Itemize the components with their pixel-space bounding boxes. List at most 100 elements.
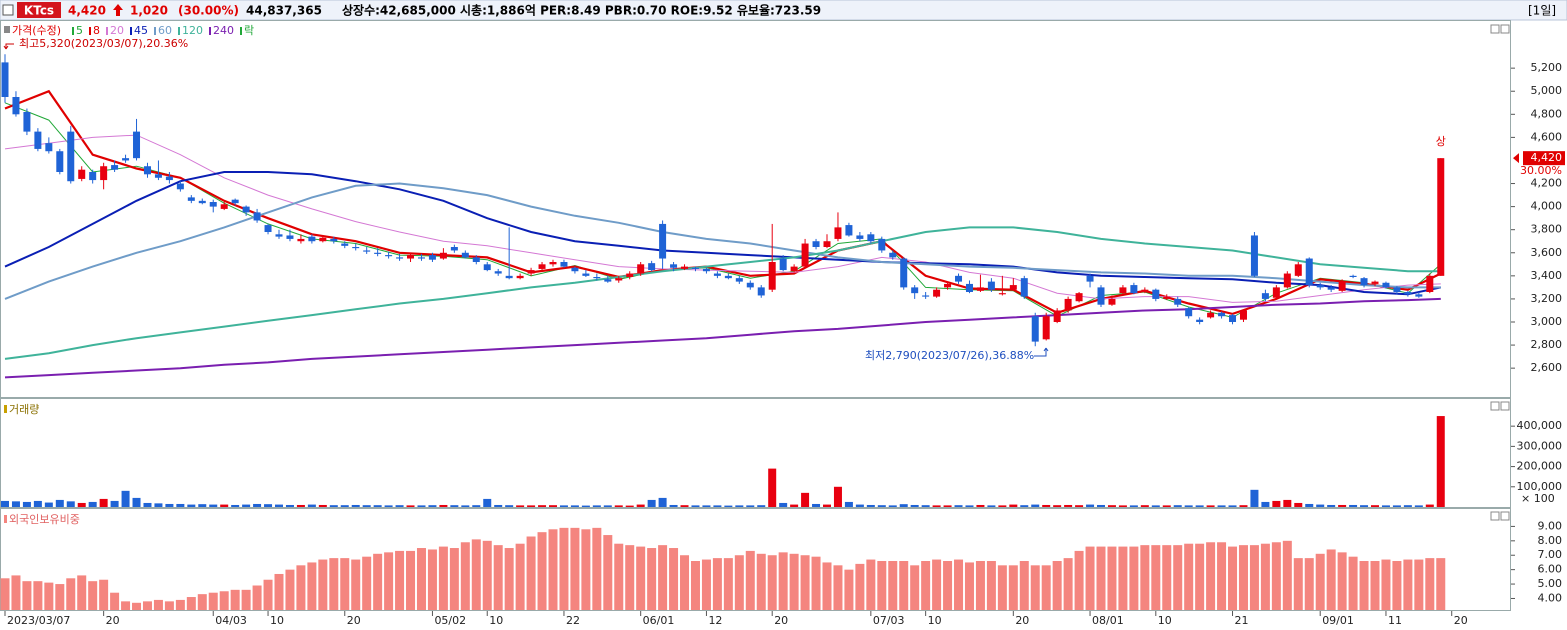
panel-button[interactable]	[1500, 511, 1510, 521]
volume-bar	[1053, 505, 1062, 507]
volume-bar	[1118, 505, 1127, 507]
foreign-ratio-bar	[1184, 543, 1194, 610]
high-label: 최고5,320(2023/03/07),20.36%	[19, 37, 188, 50]
candle-body	[889, 252, 897, 258]
volume-bar	[954, 505, 963, 507]
foreign-ratio-bar	[208, 592, 218, 610]
checkbox[interactable]	[2, 4, 14, 16]
panel-button[interactable]	[1500, 401, 1510, 411]
candle-body	[133, 131, 141, 159]
foreign-ratio-bar	[734, 555, 744, 610]
volume-bar	[680, 505, 689, 507]
candle-body	[1239, 310, 1247, 320]
foreign-ratio-bar	[197, 594, 207, 610]
volume-bar	[888, 505, 897, 507]
candle-body	[363, 250, 371, 252]
foreign-ratio-bar	[1206, 542, 1216, 610]
candle-body	[768, 262, 776, 290]
candle-body	[878, 238, 886, 251]
moving-average-line	[4, 134, 1441, 303]
volume-panel	[0, 398, 1511, 508]
volume-bar	[1403, 505, 1412, 507]
foreign-ratio-bar	[723, 558, 733, 610]
foreign-ratio-bar	[241, 589, 251, 610]
foreign-ratio-bar	[1260, 543, 1270, 610]
volume-bar	[329, 505, 338, 507]
volume-bar	[33, 500, 42, 507]
volume-bar	[384, 505, 393, 507]
period[interactable]: [1일]	[1528, 4, 1556, 18]
panel-button[interactable]	[1490, 24, 1500, 34]
candle-body	[1108, 298, 1116, 305]
panel-buttons	[1490, 24, 1510, 521]
candle-body	[1064, 298, 1072, 311]
volume-bar	[1129, 505, 1138, 507]
y-tick-label: 6.00	[1538, 563, 1563, 576]
x-tick-label: 10	[1158, 614, 1172, 627]
volume-bar	[77, 502, 86, 507]
volume-bar	[132, 497, 141, 507]
volume-bar	[406, 505, 415, 507]
volume-bar	[494, 504, 503, 507]
candle-body	[439, 252, 447, 259]
foreign-ratio-bar	[1293, 558, 1303, 610]
panel-button[interactable]	[1490, 401, 1500, 411]
foreign-ratio-bar	[1118, 546, 1128, 610]
foreign-ratio-bar	[1162, 545, 1172, 610]
volume-bar	[538, 505, 547, 507]
volume: 44,837,365	[246, 4, 322, 18]
candle-body	[220, 204, 228, 209]
volume-bar	[428, 505, 437, 507]
candle-body	[253, 212, 261, 221]
candle-body	[1196, 319, 1204, 322]
panel-button[interactable]	[1490, 511, 1500, 521]
legend-swatch	[209, 27, 211, 35]
volume-bar	[417, 505, 426, 507]
candle-body	[1294, 264, 1302, 276]
foreign-ratio-bar	[515, 543, 525, 610]
foreign-ratio-bar	[975, 561, 985, 610]
volume-bar	[351, 504, 360, 507]
candle-body	[352, 247, 360, 249]
volume-bar	[570, 505, 579, 507]
candle-body	[264, 225, 272, 232]
candle-body	[1009, 285, 1017, 290]
volume-bar	[154, 503, 163, 507]
foreign-ratio-bar	[427, 549, 437, 610]
y-tick-label: 4.00	[1538, 591, 1563, 604]
price-pointer	[1513, 153, 1519, 164]
volume-bar	[757, 505, 766, 507]
candle-body	[746, 282, 754, 288]
volume-bar	[855, 504, 864, 507]
volume-bar	[1162, 505, 1171, 507]
candle-body	[461, 252, 469, 258]
candle-body	[330, 238, 338, 242]
candle-body	[45, 143, 53, 152]
moving-average-line	[4, 182, 1441, 300]
panel-button[interactable]	[1500, 24, 1510, 34]
legend-label: 60	[158, 24, 172, 37]
volume-bar	[11, 501, 20, 507]
foreign-ratio-bar	[943, 561, 953, 610]
foreign-ratio-bar	[1173, 545, 1183, 610]
volume-bar	[285, 504, 294, 507]
candle-body	[648, 263, 656, 271]
legend-label: 240	[213, 24, 234, 37]
foreign-ratio-bar	[669, 548, 679, 610]
foreign-ratio-bar	[351, 559, 361, 610]
foreign-ratio-bar	[1370, 561, 1380, 610]
foreign-ratio-bar	[636, 546, 646, 610]
foreign-ratio-bar	[1381, 559, 1391, 610]
foreign-ratio-bar	[877, 561, 887, 610]
foreign-ratio-bar	[1052, 561, 1062, 610]
foreign-ratio-bar	[1348, 556, 1358, 610]
candle-body	[560, 262, 568, 267]
candle-body	[527, 270, 535, 274]
candle-body	[56, 151, 64, 172]
volume-bar	[549, 505, 557, 507]
foreign-ratio-bar	[1217, 542, 1227, 610]
candle-body	[571, 267, 579, 272]
candle-body	[1327, 287, 1335, 290]
high-arrow	[3, 43, 14, 50]
